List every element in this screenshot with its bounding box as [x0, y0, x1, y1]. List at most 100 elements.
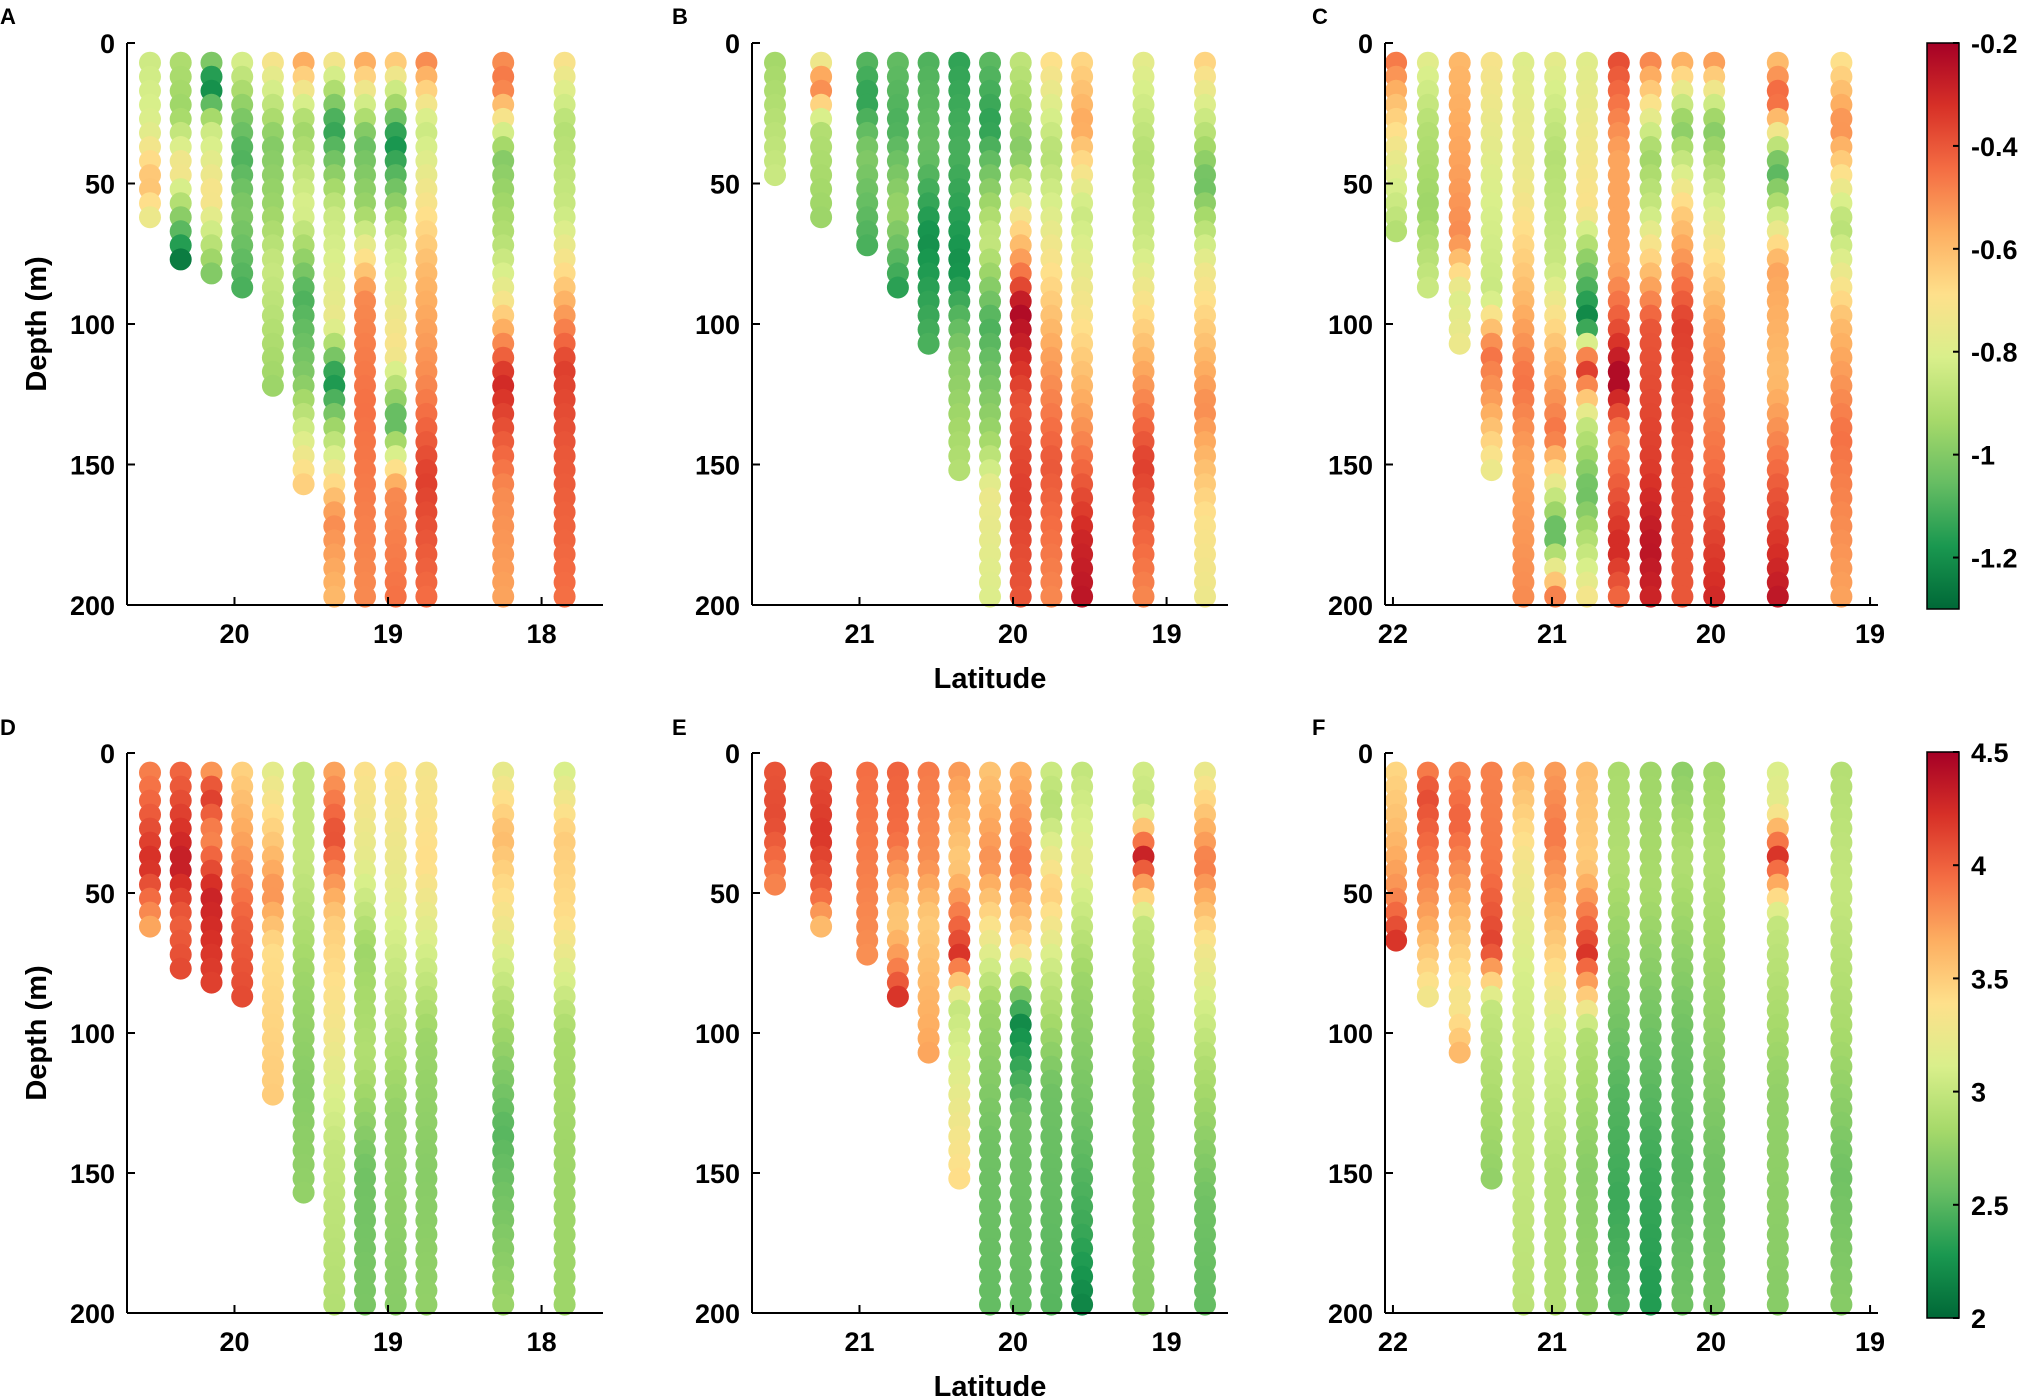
data-point — [810, 915, 833, 938]
y-tick-label: 100 — [1328, 310, 1373, 340]
data-point — [1480, 1167, 1503, 1190]
panel-letter: A — [0, 4, 16, 29]
colorbar-tick-label: -0.4 — [1971, 132, 2018, 162]
data-point — [1009, 585, 1032, 608]
y-tick-label: 150 — [1328, 451, 1373, 481]
x-tick-label: 20 — [998, 1327, 1028, 1357]
x-tick-label: 19 — [373, 619, 403, 649]
data-point — [917, 1041, 940, 1064]
data-point — [1448, 332, 1471, 355]
data-point — [1040, 1293, 1063, 1316]
data-points — [1385, 761, 1853, 1316]
data-point — [1576, 585, 1598, 608]
y-tick-label: 100 — [70, 1019, 115, 1049]
x-tick-label: 19 — [1855, 619, 1885, 649]
x-tick-label: 21 — [1537, 619, 1567, 649]
colorbar-tick-label: -0.6 — [1971, 235, 2018, 265]
colorbar-tick-label: 2.5 — [1971, 1191, 2009, 1221]
y-tick-label: 200 — [1328, 591, 1373, 621]
x-tick-label: 18 — [527, 619, 557, 649]
y-tick-label: 150 — [70, 451, 115, 481]
data-point — [1607, 585, 1630, 608]
panel-letter: B — [672, 4, 688, 29]
x-axis-title: Latitude — [934, 663, 1047, 695]
colorbar-frame — [1926, 751, 1960, 1319]
data-point — [1416, 985, 1439, 1008]
data-point — [1544, 585, 1567, 608]
colorbar-tick-label: 2 — [1971, 1304, 1986, 1334]
data-point — [1671, 1293, 1694, 1316]
data-point — [384, 1293, 407, 1316]
data-point — [415, 585, 438, 608]
data-point — [139, 915, 161, 938]
y-tick-label: 150 — [1328, 1159, 1373, 1189]
data-point — [261, 374, 284, 397]
data-point — [979, 1293, 1001, 1316]
data-point — [384, 585, 407, 608]
data-point — [354, 1293, 376, 1316]
y-tick-label: 200 — [695, 1299, 740, 1329]
data-point — [1512, 1293, 1535, 1316]
colorbar-tick-label: 3.5 — [1971, 964, 2009, 994]
y-tick-label: 200 — [70, 1299, 115, 1329]
y-tick-label: 0 — [100, 29, 115, 59]
data-point — [1607, 1293, 1630, 1316]
y-tick-label: 0 — [100, 739, 115, 769]
data-point — [231, 985, 254, 1008]
y-tick-label: 50 — [85, 879, 115, 909]
data-point — [292, 473, 315, 496]
data-points — [1385, 51, 1853, 608]
data-point — [1480, 459, 1503, 482]
data-points — [764, 51, 1216, 608]
panel-b: B 0 50 100 150 200 21 20 19 Latitude — [672, 4, 1228, 695]
data-point — [1576, 1293, 1598, 1316]
data-points — [139, 761, 576, 1316]
x-tick-label: 22 — [1378, 619, 1408, 649]
data-point — [764, 873, 786, 896]
y-axis-title: Depth (m) — [21, 965, 53, 1100]
colorbar-tick-label: 4 — [1971, 851, 1986, 881]
y-tick-label: 50 — [1343, 170, 1373, 200]
data-point — [1639, 585, 1662, 608]
y-tick-label: 100 — [1328, 1019, 1373, 1049]
y-tick-label: 100 — [70, 310, 115, 340]
colorbar-tick-label: -0.8 — [1971, 338, 2018, 368]
data-point — [1071, 1293, 1094, 1316]
x-tick-label: 20 — [1696, 1327, 1726, 1357]
x-tick-label: 19 — [1152, 1327, 1182, 1357]
y-tick-label: 0 — [725, 739, 740, 769]
data-point — [810, 206, 833, 229]
data-point — [1766, 1293, 1789, 1316]
data-point — [1385, 929, 1408, 952]
data-point — [856, 943, 879, 966]
colorbar-gradient — [1927, 43, 1959, 609]
data-point — [261, 1083, 284, 1106]
colorbar-tick-label: -0.2 — [1971, 29, 2018, 59]
data-point — [764, 164, 786, 187]
data-point — [169, 957, 192, 980]
colorbar-omega: -0.2 -0.4 -0.6 -0.8 -1 -1.2 — [1926, 29, 2018, 610]
y-tick-label: 200 — [1328, 1299, 1373, 1329]
y-tick-label: 50 — [1343, 879, 1373, 909]
data-point — [354, 585, 376, 608]
data-point — [169, 248, 192, 271]
data-point — [492, 1293, 515, 1316]
panel-letter: E — [672, 715, 687, 740]
data-point — [1671, 585, 1694, 608]
y-tick-label: 50 — [710, 879, 740, 909]
data-point — [200, 262, 223, 285]
x-tick-label: 21 — [1537, 1327, 1567, 1357]
y-tick-label: 50 — [85, 170, 115, 200]
colorbar-tick-label: -1.2 — [1971, 544, 2018, 574]
y-axis-title: Depth (m) — [21, 256, 53, 391]
panel-letter: F — [1312, 715, 1325, 740]
data-points — [139, 51, 576, 608]
data-point — [1639, 1293, 1662, 1316]
panel-d: D 0 50 100 150 200 20 19 18 Depth (m) — [0, 715, 603, 1357]
x-tick-label: 20 — [219, 1327, 249, 1357]
data-point — [1448, 1041, 1471, 1064]
colorbar-tick-label: -1 — [1971, 441, 1995, 471]
data-point — [1009, 1293, 1032, 1316]
x-tick-label: 21 — [844, 1327, 874, 1357]
